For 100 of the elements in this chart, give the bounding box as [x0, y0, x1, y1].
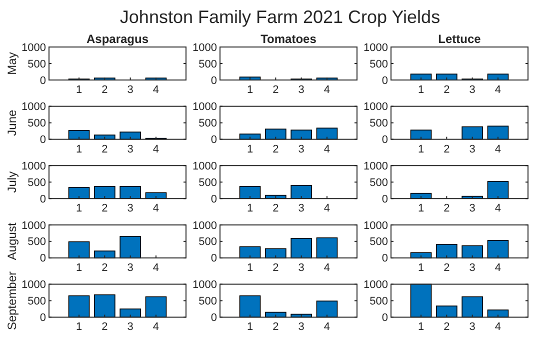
y-tick-label: 1000: [192, 42, 217, 54]
bar: [290, 238, 312, 258]
bar: [94, 134, 116, 140]
y-axis-title: July: [5, 171, 19, 193]
x-tick-label: 2: [102, 321, 108, 334]
x-tick-label: 4: [152, 262, 160, 274]
x-tick-label: 1: [76, 202, 82, 215]
bar: [316, 128, 338, 140]
x-tick-label: 4: [152, 84, 160, 96]
y-tick-label: 1000: [364, 220, 388, 232]
bar: [94, 250, 116, 258]
x-tick-label: 1: [418, 202, 424, 215]
bar: [145, 296, 167, 318]
y-tick-label: 1000: [364, 42, 388, 54]
bar: [239, 186, 261, 199]
y-tick-label: 0: [210, 134, 217, 146]
chart-title: Asparagus: [86, 32, 149, 46]
y-tick-label: 500: [28, 236, 46, 248]
y-axis-title: August: [5, 222, 19, 260]
bar: [316, 300, 338, 318]
x-tick-label: 3: [469, 84, 476, 96]
bar: [436, 306, 458, 318]
y-tick-label: 500: [370, 58, 388, 70]
x-tick-label: 1: [76, 84, 82, 96]
y-tick-label: 0: [210, 312, 217, 324]
y-tick-label: 500: [370, 296, 388, 308]
y-tick-label: 0: [40, 134, 46, 146]
x-tick-label: 3: [298, 262, 304, 274]
bar: [239, 134, 261, 140]
x-tick-label: 3: [469, 202, 476, 215]
x-tick-label: 3: [469, 143, 476, 156]
bar: [410, 284, 432, 318]
y-tick-label: 500: [28, 296, 46, 308]
x-tick-label: 2: [272, 202, 279, 215]
bar: [462, 296, 483, 318]
y-tick-label: 0: [382, 134, 388, 146]
x-tick-label: 4: [152, 321, 160, 334]
x-tick-label: 1: [418, 143, 424, 156]
y-tick-label: 500: [370, 176, 388, 189]
x-tick-label: 1: [246, 321, 254, 334]
y-tick-label: 0: [382, 312, 388, 324]
x-tick-label: 4: [152, 202, 160, 215]
y-tick-label: 1000: [22, 101, 46, 114]
y-tick-label: 1000: [22, 42, 46, 54]
x-tick-label: 4: [324, 202, 330, 215]
bar: [316, 237, 338, 258]
x-tick-label: 2: [272, 321, 279, 334]
x-tick-label: 3: [127, 143, 134, 156]
bar: [94, 294, 116, 318]
bar: [239, 295, 261, 318]
y-axis-title: June: [5, 109, 19, 136]
x-tick-label: 3: [469, 262, 476, 274]
y-tick-label: 0: [40, 74, 46, 87]
y-tick-label: 1000: [192, 279, 217, 292]
x-tick-label: 1: [246, 262, 254, 274]
y-tick-label: 500: [198, 236, 217, 248]
x-tick-label: 1: [76, 262, 82, 274]
bar: [68, 241, 90, 258]
text: Johnston Family Farm 2021 Crop Yields: [120, 7, 440, 27]
y-tick-label: 0: [210, 193, 217, 206]
x-tick-label: 4: [324, 321, 330, 334]
bar: [120, 308, 141, 318]
x-tick-label: 3: [469, 321, 476, 334]
x-tick-label: 4: [494, 321, 502, 334]
y-tick-label: 500: [28, 176, 46, 189]
y-tick-label: 1000: [192, 101, 217, 114]
x-tick-label: 2: [272, 84, 279, 96]
y-tick-label: 0: [382, 193, 388, 206]
bar: [68, 130, 90, 140]
x-tick-label: 3: [298, 84, 304, 96]
x-tick-label: 1: [76, 143, 82, 156]
bar: [462, 245, 483, 258]
y-tick-label: 0: [382, 252, 388, 265]
x-tick-label: 3: [127, 84, 134, 96]
x-tick-label: 4: [324, 262, 330, 274]
x-tick-label: 4: [494, 202, 502, 215]
bar: [68, 186, 90, 199]
y-axis-title: September: [5, 271, 19, 330]
y-tick-label: 500: [198, 118, 217, 130]
x-tick-label: 4: [494, 84, 502, 96]
y-tick-label: 1000: [22, 160, 46, 172]
bar: [68, 295, 90, 318]
x-tick-label: 3: [298, 143, 304, 156]
x-tick-label: 2: [272, 262, 279, 274]
x-tick-label: 3: [127, 202, 134, 215]
x-tick-label: 1: [246, 202, 254, 215]
x-tick-label: 1: [246, 143, 254, 156]
x-tick-label: 2: [272, 143, 279, 156]
bar: [410, 252, 432, 258]
y-tick-label: 500: [28, 118, 46, 130]
bar: [487, 181, 509, 199]
bar: [290, 185, 312, 199]
y-tick-label: 500: [198, 58, 217, 70]
x-tick-label: 3: [298, 321, 304, 334]
x-tick-label: 1: [418, 262, 424, 274]
x-tick-label: 2: [102, 262, 108, 274]
bar: [487, 240, 509, 258]
y-tick-label: 1000: [22, 279, 46, 292]
y-tick-label: 0: [40, 312, 46, 324]
bar: [290, 130, 312, 140]
